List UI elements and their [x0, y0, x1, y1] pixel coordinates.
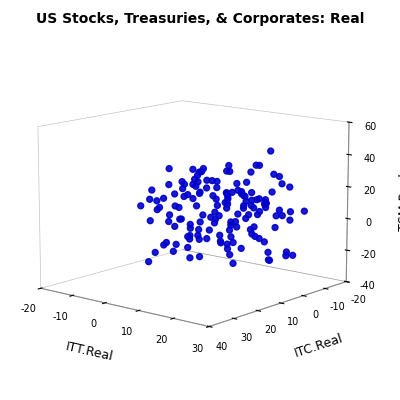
Y-axis label: ITC.Real: ITC.Real — [293, 332, 345, 360]
Text: US Stocks, Treasuries, & Corporates: Real: US Stocks, Treasuries, & Corporates: Rea… — [36, 12, 364, 26]
X-axis label: ITT.Real: ITT.Real — [64, 340, 114, 364]
